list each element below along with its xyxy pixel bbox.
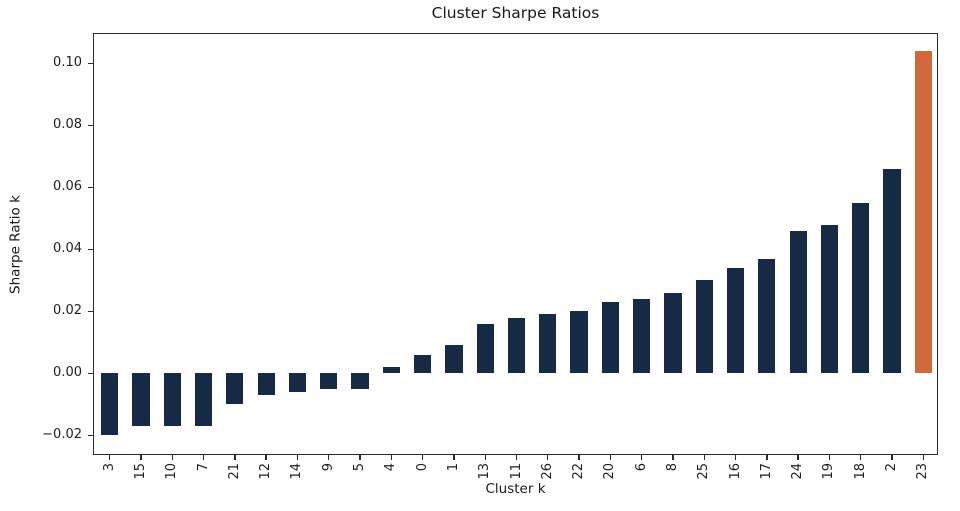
x-tick-mark <box>108 454 111 460</box>
x-tick-mark <box>547 454 549 460</box>
x-tick-mark <box>453 454 455 460</box>
bar <box>570 311 588 374</box>
x-tick-mark <box>140 454 142 460</box>
y-tick-label: 0.04 <box>53 241 82 257</box>
x-tick-mark <box>578 454 580 460</box>
x-tick-mark <box>703 454 705 460</box>
bar <box>132 373 150 426</box>
y-tick-label: 0.10 <box>53 55 82 71</box>
bar <box>820 224 839 374</box>
y-tick-label: 0.08 <box>53 117 82 133</box>
bar-highlight <box>914 51 932 374</box>
y-tick-label: 0.00 <box>53 365 82 381</box>
bar <box>288 373 307 392</box>
bar <box>664 292 682 374</box>
x-tick-mark <box>828 454 831 460</box>
x-tick-mark <box>390 454 392 460</box>
x-tick-mark <box>891 454 893 460</box>
x-tick-mark <box>421 454 424 460</box>
bar <box>539 314 557 374</box>
y-tick-mark <box>88 62 93 65</box>
x-tick-mark <box>609 454 612 460</box>
x-tick-mark <box>922 454 925 460</box>
bar <box>883 168 901 374</box>
x-tick-mark <box>296 454 299 460</box>
x-axis-label: Cluster k <box>485 481 546 497</box>
x-tick-mark <box>860 454 862 460</box>
x-tick-mark <box>202 454 205 460</box>
chart-title: Cluster Sharpe Ratios <box>431 4 600 22</box>
bar <box>695 280 713 374</box>
bar <box>633 298 651 374</box>
bar <box>226 373 244 405</box>
y-tick-mark <box>88 186 93 189</box>
bar <box>351 373 369 389</box>
y-tick-label: −0.02 <box>42 427 82 443</box>
bar <box>445 345 463 374</box>
bar <box>789 230 807 374</box>
bar <box>601 302 619 374</box>
bar <box>320 373 338 389</box>
x-tick-mark <box>515 454 518 460</box>
y-tick-mark <box>88 248 93 251</box>
y-tick-mark <box>88 310 93 312</box>
x-tick-mark <box>484 454 486 460</box>
y-tick-label: 0.02 <box>53 303 82 319</box>
x-tick-mark <box>640 454 643 460</box>
bar <box>507 317 526 374</box>
bar <box>382 367 400 374</box>
x-tick-mark <box>766 454 768 460</box>
x-tick-mark <box>734 454 737 460</box>
bar <box>101 373 119 436</box>
x-tick-mark <box>328 454 330 460</box>
bar <box>476 323 494 374</box>
x-tick-mark <box>265 454 267 460</box>
bar <box>726 267 745 374</box>
bar <box>758 258 776 374</box>
x-tick-mark <box>672 454 674 460</box>
x-tick-mark <box>234 454 236 460</box>
bar <box>852 202 870 374</box>
bar <box>194 373 213 426</box>
bar <box>257 373 275 395</box>
x-tick-mark <box>359 454 361 460</box>
x-tick-mark <box>797 454 799 460</box>
y-tick-mark <box>88 434 93 436</box>
x-tick-mark <box>171 454 173 460</box>
y-axis-label: Sharpe Ratio k <box>7 195 24 294</box>
bar <box>163 373 181 426</box>
plot-area: −0.02 0.00 0.02 0.04 0.06 0.08 0.10 3 15 10 7 21 12 1… <box>42 33 938 480</box>
y-tick-label: 0.06 <box>53 179 82 195</box>
bar <box>414 354 432 374</box>
y-tick-mark <box>88 372 93 374</box>
y-tick-mark <box>88 124 93 127</box>
